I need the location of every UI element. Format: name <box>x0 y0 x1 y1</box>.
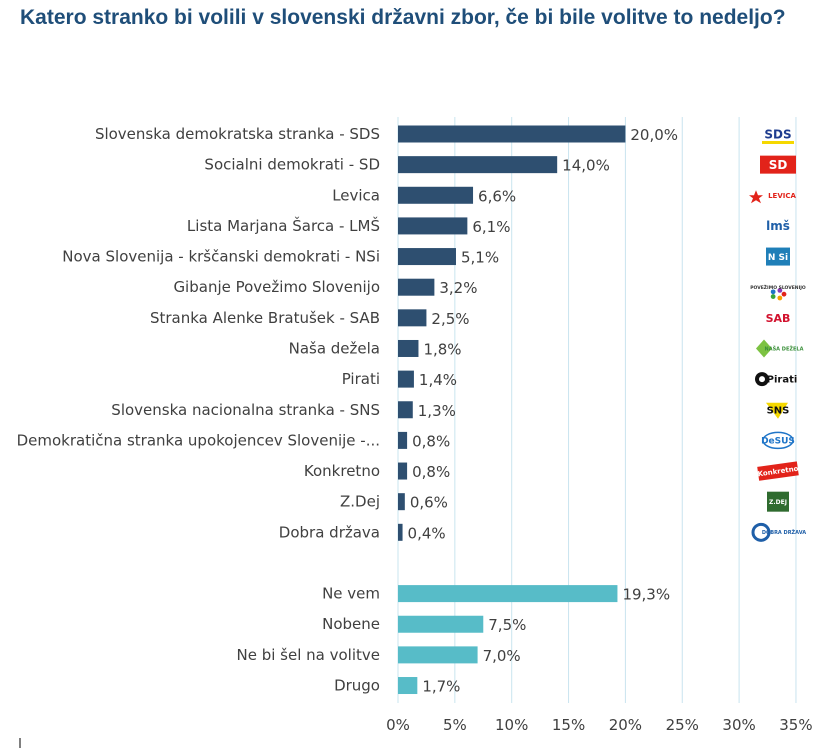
bar <box>398 431 408 449</box>
lms-logo: lmš <box>766 219 790 233</box>
bar <box>398 523 403 541</box>
sd-logo-text: SD <box>769 158 788 172</box>
bar <box>398 339 419 357</box>
value-label: 7,5% <box>488 616 526 634</box>
x-tick-label: 0% <box>386 716 410 734</box>
sns-logo-text: SNS <box>767 405 790 416</box>
bar <box>398 646 478 664</box>
pirati-logo-text: Pirati <box>767 375 798 386</box>
value-label: 0,6% <box>410 494 448 512</box>
value-label: 3,2% <box>439 279 477 297</box>
bar <box>398 677 418 695</box>
value-label: 1,7% <box>422 678 460 696</box>
nsi-logo: N Si <box>766 247 790 266</box>
nasa-dezela-logo: NAŠA DEŽELA <box>756 339 804 358</box>
levica-logo: LEVICA <box>749 190 796 204</box>
sab-logo: SAB <box>766 312 791 325</box>
category-label: Stranka Alenke Bratušek - SAB <box>150 309 380 327</box>
bar <box>398 217 468 235</box>
labels: Slovenska demokratska stranka - SDS 20,0%… <box>17 125 678 696</box>
desus-logo: DeSUS <box>761 431 795 450</box>
bar <box>398 462 408 480</box>
bar <box>398 585 618 603</box>
category-label: Nova Slovenija - krščanski demokrati - N… <box>62 248 380 266</box>
category-label: Konkretno <box>304 462 380 480</box>
value-label: 0,4% <box>408 524 446 542</box>
bar <box>398 615 484 633</box>
category-label: Naša dežela <box>289 339 380 357</box>
party-logos: SDS SD LEVICA lmš N Si POVEŽIMO SLOVENIJO SAB N… <box>749 127 806 542</box>
category-label: Levica <box>332 186 380 204</box>
lms-logo-text: lmš <box>766 219 790 233</box>
x-tick-label: 10% <box>495 716 528 734</box>
nasa-dezela-logo-text: NAŠA DEŽELA <box>765 344 804 352</box>
category-label: Ne bi šel na volitve <box>237 646 381 664</box>
levica-logo-text: LEVICA <box>768 192 796 200</box>
value-label: 7,0% <box>483 647 521 665</box>
sds-logo-text: SDS <box>764 127 791 141</box>
value-label: 5,1% <box>461 249 499 267</box>
bars <box>398 125 626 695</box>
x-tick-label: 30% <box>722 716 755 734</box>
value-label: 14,0% <box>562 157 610 175</box>
x-tick-label: 35% <box>779 716 812 734</box>
category-label: Slovenska demokratska stranka - SDS <box>95 125 380 143</box>
category-label: Ne vem <box>322 585 380 603</box>
nsi-logo-text: N Si <box>768 253 788 263</box>
chart-title: Katero stranko bi volili v slovenski drž… <box>20 6 786 29</box>
bar <box>398 248 456 266</box>
x-axis-ticks: 0% 5% 10% 15% 20% 25% 30% 35% <box>386 716 813 734</box>
category-label: Demokratična stranka upokojencev Sloveni… <box>17 431 380 449</box>
category-label: Drugo <box>334 677 380 695</box>
dobra-drzava-logo: DOBRA DRŽAVA <box>751 522 806 542</box>
bar <box>398 278 435 296</box>
value-label: 6,1% <box>472 218 510 236</box>
value-label: 0,8% <box>412 463 450 481</box>
sd-logo: SD <box>760 155 796 174</box>
value-label: 19,3% <box>622 586 670 604</box>
konkretno-logo: Konkretno <box>757 461 799 481</box>
value-label: 20,0% <box>630 126 678 144</box>
bar <box>398 156 558 174</box>
x-tick-label: 20% <box>609 716 642 734</box>
gps-logo-text: POVEŽIMO SLOVENIJO <box>750 283 806 291</box>
desus-logo-text: DeSUS <box>761 437 795 447</box>
zdej-logo: Z.DEJ <box>767 491 789 512</box>
sab-logo-text: SAB <box>766 312 791 325</box>
category-label: Gibanje Povežimo Slovenijo <box>173 278 380 296</box>
value-label: 1,3% <box>418 402 456 420</box>
gridlines <box>397 117 797 703</box>
bar <box>398 186 474 204</box>
x-tick-label: 15% <box>552 716 585 734</box>
dobra-drzava-logo-text: DOBRA DRŽAVA <box>762 528 806 536</box>
category-label: Z.Dej <box>340 493 380 511</box>
gps-logo: POVEŽIMO SLOVENIJO <box>750 283 806 301</box>
bar <box>398 370 414 388</box>
bar <box>398 401 413 419</box>
value-label: 1,8% <box>423 340 461 358</box>
value-label: 1,4% <box>419 371 457 389</box>
category-label: Socialni demokrati - SD <box>204 156 380 174</box>
value-label: 2,5% <box>431 310 469 328</box>
bar <box>398 125 626 143</box>
category-label: Nobene <box>322 615 380 633</box>
pirati-logo: Pirati <box>755 372 798 387</box>
category-label: Pirati <box>342 370 380 388</box>
value-label: 6,6% <box>478 187 516 205</box>
x-tick-label: 25% <box>666 716 699 734</box>
x-tick-label: 5% <box>443 716 467 734</box>
sns-logo: SNS <box>766 402 790 419</box>
zdej-logo-text: Z.DEJ <box>769 499 787 506</box>
category-label: Dobra država <box>279 523 380 541</box>
category-label: Slovenska nacionalna stranka - SNS <box>111 401 380 419</box>
sds-logo: SDS <box>762 127 794 144</box>
value-label: 0,8% <box>412 432 450 450</box>
bar <box>398 493 405 511</box>
category-label: Lista Marjana Šarca - LMŠ <box>187 216 380 235</box>
bar <box>398 309 427 327</box>
